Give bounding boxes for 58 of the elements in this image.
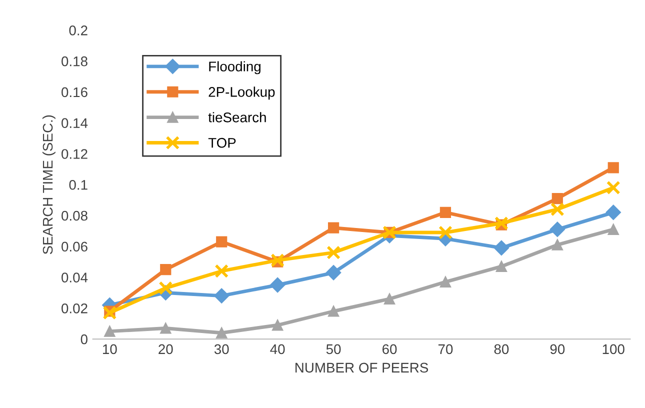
- point: [552, 239, 563, 250]
- point: [550, 222, 565, 237]
- y-tick-label: 0.2: [69, 26, 88, 36]
- y-tick-label: 0.16: [62, 87, 88, 98]
- y-tick-label: 0.1: [69, 180, 88, 190]
- point: [102, 306, 117, 320]
- point: [494, 216, 508, 230]
- point: [496, 260, 507, 272]
- point: [326, 246, 340, 260]
- legend-label: TOP: [208, 138, 236, 148]
- point: [214, 288, 230, 304]
- point: [494, 240, 510, 256]
- point: [384, 293, 396, 304]
- point: [216, 236, 228, 248]
- y-tick-label: 0.04: [62, 272, 88, 282]
- point: [328, 306, 340, 317]
- x-tick-label: 60: [382, 344, 397, 354]
- x-tick-label: 30: [214, 344, 229, 354]
- x-tick-label: 40: [270, 344, 285, 354]
- x-tick-label: 20: [158, 344, 173, 354]
- point: [160, 322, 172, 334]
- point: [552, 192, 563, 204]
- y-axis-title: SEARCH TIME (SEC.): [42, 115, 56, 254]
- point: [438, 226, 452, 240]
- x-axis-title: NUMBER OF PEERS: [296, 362, 428, 373]
- point: [606, 204, 621, 220]
- x-tick-label: 100: [602, 344, 624, 354]
- point: [216, 327, 228, 338]
- point: [606, 180, 620, 195]
- point: [608, 224, 619, 235]
- y-tick-label: 0.12: [62, 149, 88, 159]
- y-tick-label: 0: [80, 334, 88, 344]
- y-tick-label: 0.02: [62, 303, 88, 314]
- point: [272, 320, 284, 331]
- y-tick-label: 0.18: [62, 56, 88, 66]
- point: [214, 264, 229, 278]
- point: [440, 206, 452, 218]
- point: [104, 326, 116, 337]
- point: [270, 277, 286, 293]
- point: [328, 222, 340, 234]
- x-tick-label: 80: [494, 344, 509, 354]
- y-tick-label: 0.14: [62, 118, 88, 128]
- point: [158, 281, 173, 296]
- legend-label: Flooding: [209, 61, 260, 74]
- point: [270, 253, 285, 268]
- point: [550, 202, 564, 216]
- y-tick-label: 0.08: [62, 210, 88, 221]
- point: [608, 162, 619, 174]
- y-tick-label: 0.06: [62, 242, 88, 252]
- x-tick-label: 50: [326, 344, 341, 354]
- point: [326, 265, 342, 280]
- x-tick-label: 10: [103, 344, 117, 354]
- legend-label: tieSearch: [208, 112, 266, 122]
- legend-label: 2P-Lookup: [208, 86, 275, 100]
- point: [440, 276, 452, 288]
- x-tick-label: 70: [438, 344, 453, 354]
- point: [160, 264, 172, 276]
- x-tick-label: 90: [550, 344, 565, 354]
